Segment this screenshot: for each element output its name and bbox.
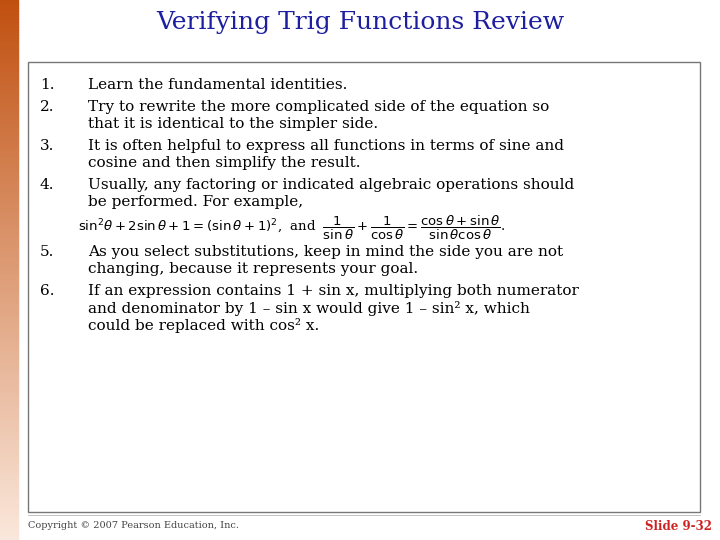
Text: Usually, any factoring or indicated algebraic operations should: Usually, any factoring or indicated alge… — [88, 178, 575, 192]
Text: 5.: 5. — [40, 245, 55, 259]
Text: Verifying Trig Functions Review: Verifying Trig Functions Review — [156, 11, 564, 35]
Text: could be replaced with cos² x.: could be replaced with cos² x. — [88, 318, 319, 333]
Text: cosine and then simplify the result.: cosine and then simplify the result. — [88, 156, 361, 170]
Text: $\sin^2\!\theta + 2\sin\theta + 1 = (\sin\theta + 1)^2$,  and  $\dfrac{1}{\sin\t: $\sin^2\!\theta + 2\sin\theta + 1 = (\si… — [78, 214, 505, 242]
Text: and denominator by 1 – sin x would give 1 – sin² x, which: and denominator by 1 – sin x would give … — [88, 301, 530, 316]
Text: 3.: 3. — [40, 139, 55, 153]
Text: It is often helpful to express all functions in terms of sine and: It is often helpful to express all funct… — [88, 139, 564, 153]
Text: Slide 9-32: Slide 9-32 — [645, 519, 712, 532]
Text: 6.: 6. — [40, 284, 55, 298]
FancyBboxPatch shape — [28, 62, 700, 512]
Text: 2.: 2. — [40, 100, 55, 114]
Text: that it is identical to the simpler side.: that it is identical to the simpler side… — [88, 117, 378, 131]
Text: 4.: 4. — [40, 178, 55, 192]
Text: changing, because it represents your goal.: changing, because it represents your goa… — [88, 262, 418, 276]
Text: Copyright © 2007 Pearson Education, Inc.: Copyright © 2007 Pearson Education, Inc. — [28, 522, 239, 530]
Text: Learn the fundamental identities.: Learn the fundamental identities. — [88, 78, 347, 92]
Text: Try to rewrite the more complicated side of the equation so: Try to rewrite the more complicated side… — [88, 100, 549, 114]
Text: If an expression contains 1 + sin x, multiplying both numerator: If an expression contains 1 + sin x, mul… — [88, 284, 579, 298]
Text: 1.: 1. — [40, 78, 55, 92]
Text: be performed. For example,: be performed. For example, — [88, 195, 303, 209]
Text: As you select substitutions, keep in mind the side you are not: As you select substitutions, keep in min… — [88, 245, 563, 259]
